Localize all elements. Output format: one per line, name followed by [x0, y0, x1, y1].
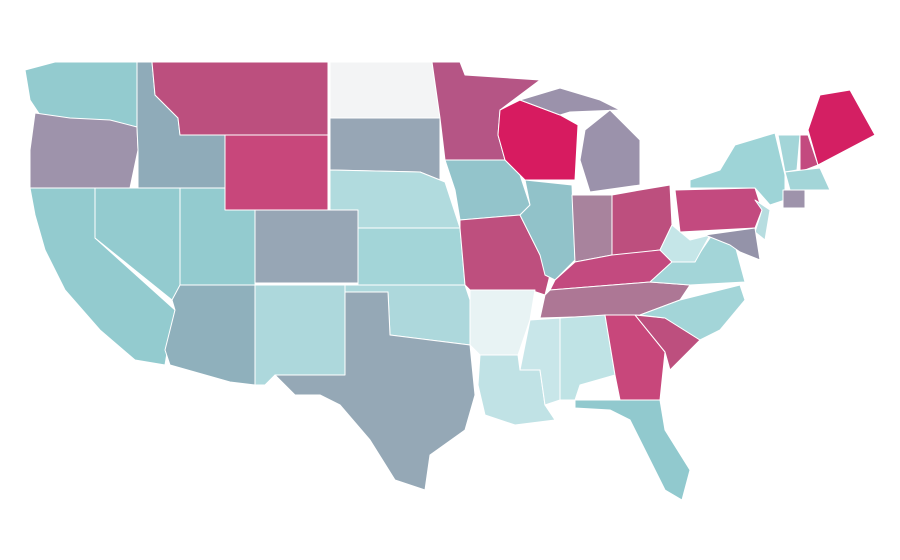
state-region — [224, 134, 329, 211]
state-region — [274, 291, 476, 491]
state-region — [329, 61, 441, 119]
state-region — [704, 227, 761, 261]
state-region — [29, 112, 139, 189]
state-region — [254, 209, 359, 284]
state-region — [777, 134, 801, 173]
state-region — [639, 284, 746, 341]
state-region — [754, 199, 771, 241]
state-region — [782, 189, 806, 209]
state-region — [784, 167, 831, 191]
state-region — [689, 132, 786, 206]
state-region — [164, 284, 256, 386]
state-region — [254, 284, 346, 386]
state-region — [579, 109, 641, 193]
state-region — [477, 354, 556, 426]
state-region — [574, 399, 691, 501]
state-region — [807, 89, 876, 166]
state-region — [357, 227, 466, 286]
state-region — [674, 187, 763, 233]
state-region — [151, 61, 329, 136]
state-region — [571, 194, 613, 263]
state-region — [519, 87, 621, 116]
